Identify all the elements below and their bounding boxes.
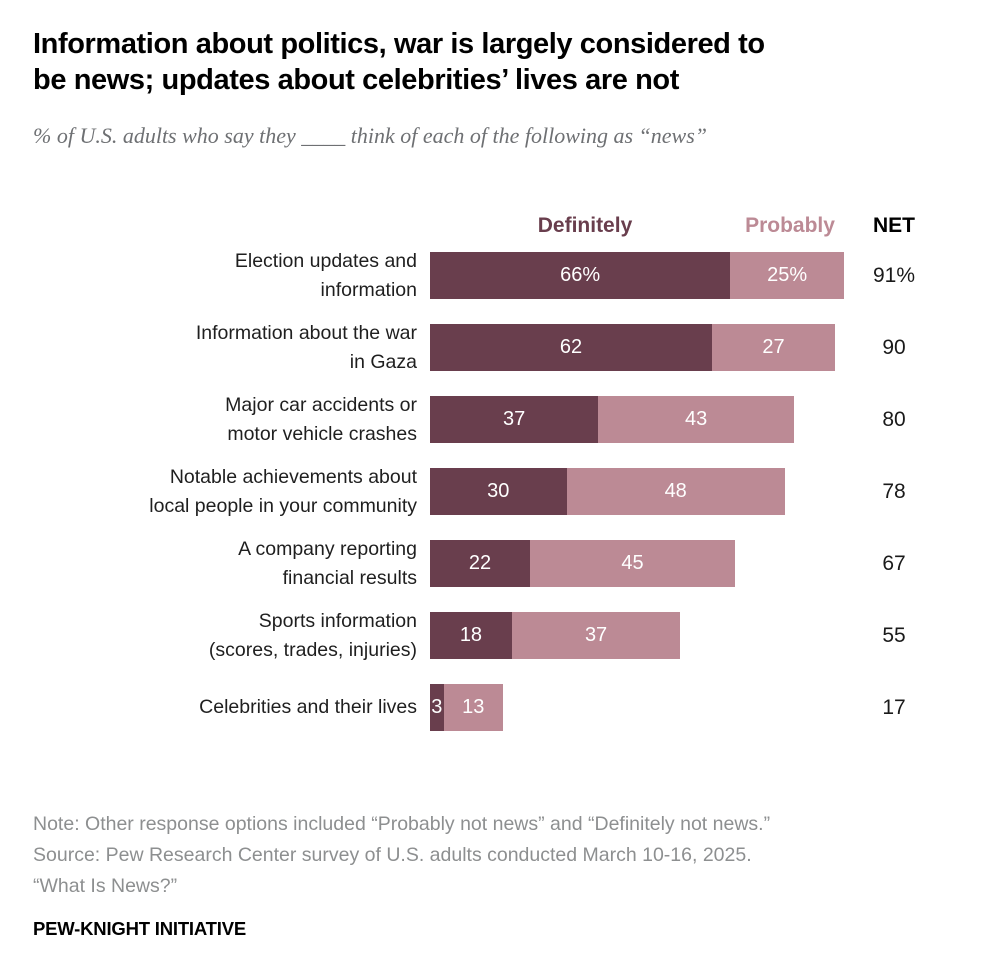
net-value: 67 <box>882 551 906 575</box>
probably-segment: 43 <box>598 396 794 443</box>
net-value: 91% <box>872 263 916 287</box>
definitely-segment: 37 <box>430 396 599 443</box>
chart-row: Election updates and information 66% 25% 91% <box>33 250 960 301</box>
category-label: A company reporting financial results <box>238 537 417 589</box>
brand-logo: PEW-KNIGHT INITIATIVE <box>33 918 246 939</box>
stacked-bar: 18 37 <box>430 612 850 659</box>
note-line: Note: Other response options included “P… <box>33 813 771 835</box>
page-title-line2: be news; updates about celebrities’ live… <box>33 64 679 96</box>
definitely-segment: 66% <box>430 252 731 299</box>
category-label: Election updates and information <box>234 249 417 301</box>
probably-segment: 37 <box>511 612 681 659</box>
chart-row: Major car accidents or motor vehicle cras… <box>33 394 960 445</box>
study-line: “What Is News?” <box>33 875 178 897</box>
stacked-bar: 22 45 <box>430 540 850 587</box>
legend-net: NET <box>873 214 915 237</box>
category-label: Major car accidents or motor vehicle cras… <box>225 393 417 445</box>
definitely-segment: 22 <box>430 540 531 587</box>
category-label: Sports information (scores, trades, injur… <box>208 609 417 661</box>
chart-row: Celebrities and their lives 3 13 17 <box>33 684 960 731</box>
legend-series-labels: Definitely Probably <box>430 210 850 242</box>
net-value: 80 <box>882 407 906 431</box>
stacked-bar: 62 27 <box>430 324 850 371</box>
legend-probably: Probably <box>745 214 835 237</box>
probably-segment: 48 <box>566 468 785 515</box>
chart-notes: Note: Other response options included “P… <box>33 809 960 902</box>
page-title: Information about politics, war is large… <box>33 26 960 98</box>
category-label: Information about the war in Gaza <box>195 321 417 373</box>
stacked-bar: 66% 25% <box>430 252 850 299</box>
stacked-bar: 3 13 <box>430 684 850 731</box>
definitely-segment: 62 <box>430 324 713 371</box>
source-line: Source: Pew Research Center survey of U.… <box>33 844 752 866</box>
bar-chart: Election updates and information 66% 25% 91%… <box>33 250 960 731</box>
legend-definitely: Definitely <box>537 214 633 237</box>
page-title-line1: Information about politics, war is large… <box>33 28 765 60</box>
stacked-bar: 30 48 <box>430 468 850 515</box>
chart-row: A company reporting financial results 22 45… <box>33 538 960 589</box>
probably-segment: 13 <box>443 684 503 731</box>
net-value: 55 <box>882 623 906 647</box>
chart-row: Sports information (scores, trades, injur… <box>33 610 960 661</box>
net-value: 90 <box>882 335 906 359</box>
definitely-segment: 18 <box>430 612 512 659</box>
stacked-bar: 37 43 <box>430 396 850 443</box>
chart-subtitle: % of U.S. adults who say they ____ think… <box>33 123 708 148</box>
definitely-segment: 3 <box>430 684 444 731</box>
category-label: Notable achievements about local people i… <box>149 465 417 517</box>
probably-segment: 27 <box>712 324 835 371</box>
category-label: Celebrities and their lives <box>199 696 417 718</box>
chart-legend: Definitely Probably NET <box>33 210 960 242</box>
net-value: 78 <box>882 479 906 503</box>
definitely-segment: 30 <box>430 468 567 515</box>
net-value: 17 <box>882 695 906 719</box>
chart-row: Information about the war in Gaza 62 27 90 <box>33 322 960 373</box>
probably-segment: 25% <box>730 252 845 299</box>
chart-row: Notable achievements about local people i… <box>33 466 960 517</box>
probably-segment: 45 <box>530 540 735 587</box>
